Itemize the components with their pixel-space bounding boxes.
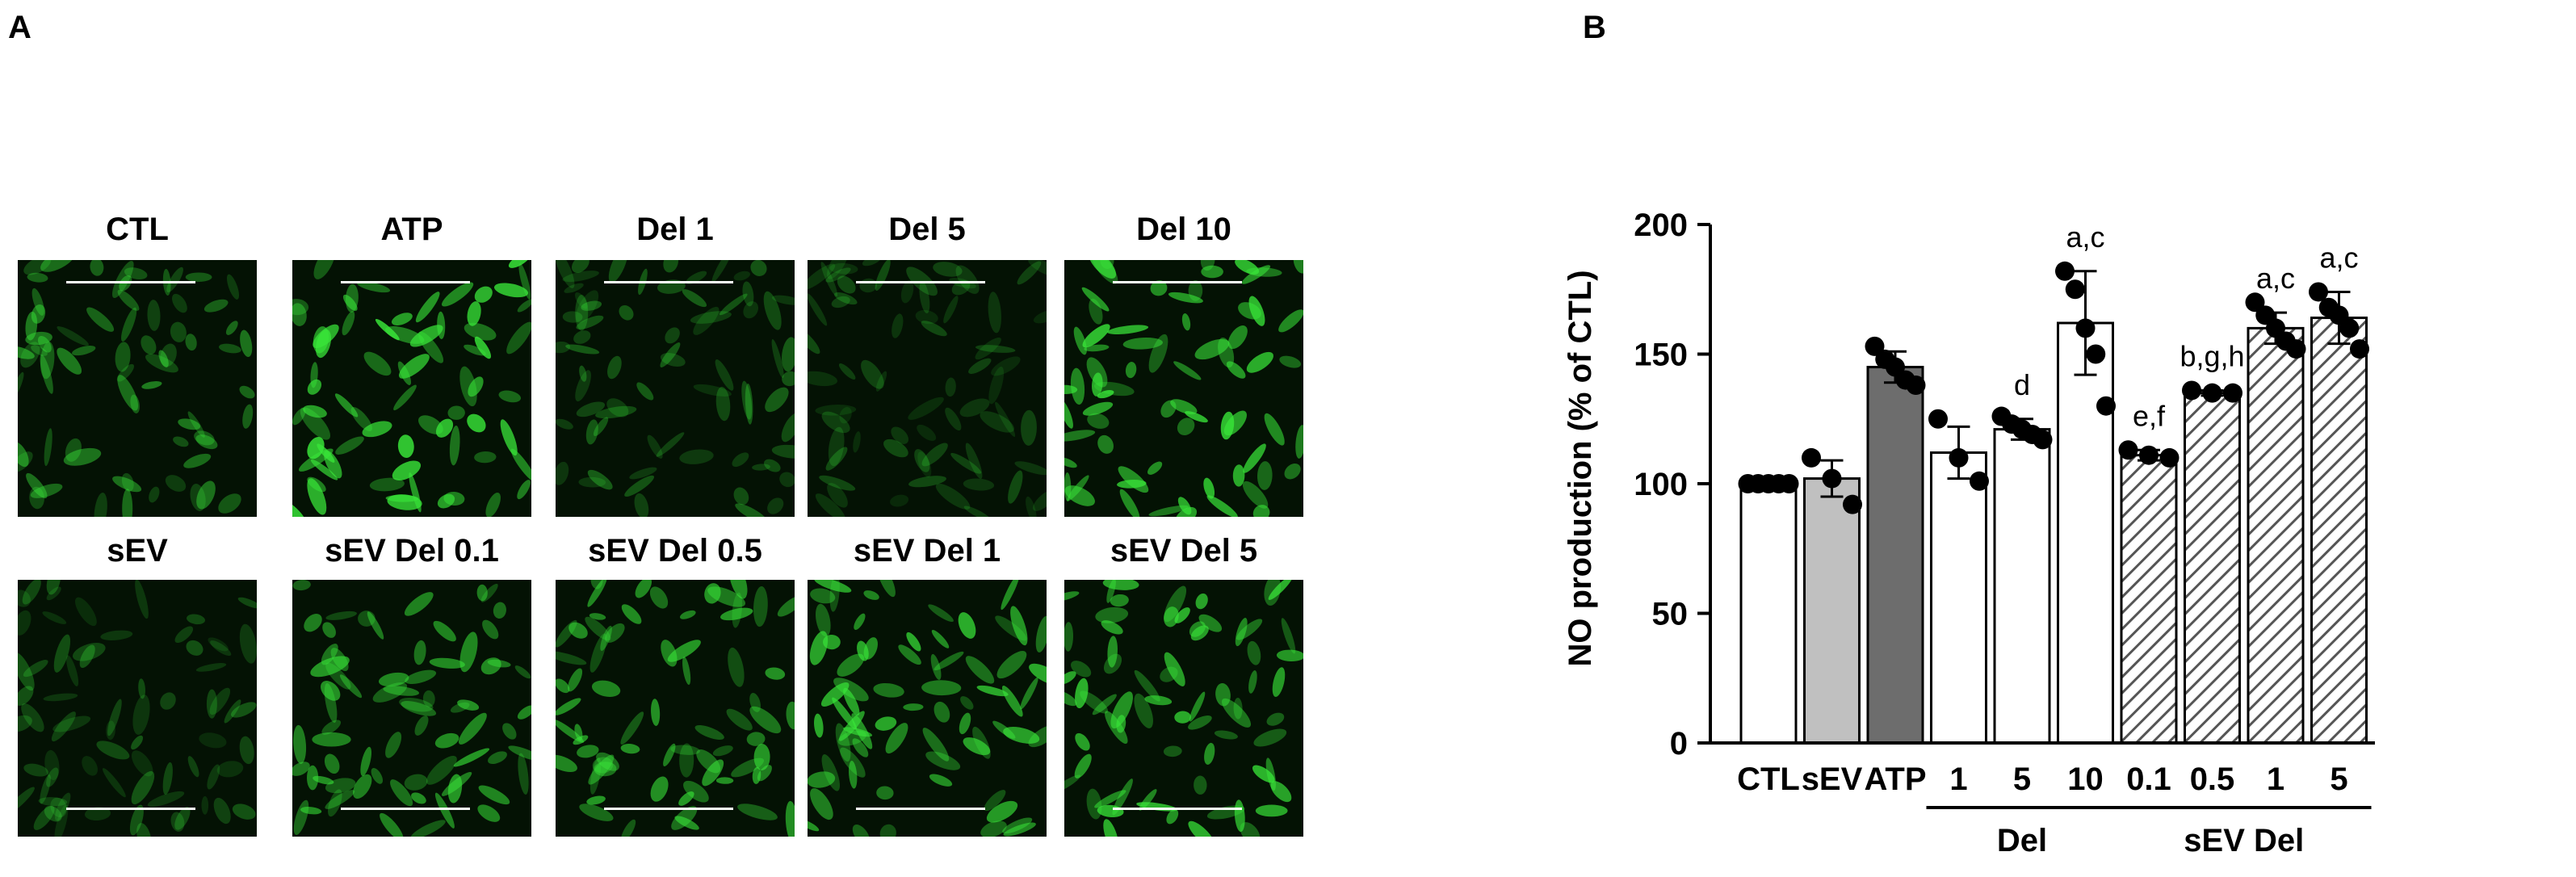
x-tick-label: 5 [2013, 762, 2031, 797]
fluorescence-micrograph [556, 580, 795, 837]
panel-label-a: A [8, 10, 31, 45]
significance-annotation: d [2014, 368, 2030, 401]
bar [2247, 326, 2305, 745]
bar [1993, 428, 2051, 745]
fluorescence-micrograph [808, 260, 1047, 517]
bar [2057, 321, 2114, 745]
y-tick-label: 100 [1634, 467, 1688, 502]
data-point [2339, 318, 2360, 338]
bar [1866, 366, 1924, 745]
data-point [2350, 339, 2369, 359]
fluorescence-micrograph [18, 260, 257, 517]
scale-bar [604, 281, 733, 283]
data-point [2139, 445, 2159, 465]
no-production-bar-chart: NO production (% of CTL) 0 50 100 150 200 CTL… [1563, 208, 2375, 858]
significance-annotation: a,c [2256, 262, 2295, 295]
scale-bar [1113, 808, 1242, 810]
data-point [1802, 447, 1821, 468]
bar [2120, 454, 2178, 745]
micrograph-label: sEV Del 0.5 [588, 533, 762, 569]
scale-bar [66, 808, 195, 810]
bar [1739, 482, 1798, 745]
scale-bar [66, 281, 195, 283]
y-tick-label: 50 [1652, 597, 1689, 632]
x-tick-label: 10 [2067, 762, 2104, 797]
data-point [1949, 447, 1969, 468]
x-tick-label: ATP [1864, 762, 1926, 797]
data-point [1822, 468, 1842, 489]
fluorescence-micrograph [292, 260, 531, 517]
x-tick-label: 1 [2267, 762, 2284, 797]
x-tick-label: 0.1 [2126, 762, 2171, 797]
micrograph-label: Del 10 [1136, 212, 1231, 247]
data-point [1906, 376, 1926, 396]
y-axis-label: NO production (% of CTL) [1563, 270, 1598, 666]
x-tick-label: sEV [1802, 762, 1863, 797]
bar [1930, 451, 1987, 745]
data-point [2033, 430, 2053, 450]
fluorescence-micrograph [556, 260, 795, 517]
micrograph-label: Del 5 [888, 212, 966, 247]
data-point [1928, 409, 1948, 429]
x-tick-label: 1 [1949, 762, 1967, 797]
fluorescence-micrograph [292, 580, 531, 837]
bar [2184, 392, 2241, 745]
scale-bar [341, 281, 470, 283]
data-point [1843, 494, 1862, 514]
scale-bar [1113, 281, 1242, 283]
scale-bar [341, 808, 470, 810]
micrograph-label: ATP [380, 212, 443, 247]
group-label: sEV Del [2184, 823, 2304, 858]
y-tick-label: 0 [1670, 726, 1688, 762]
data-point [2075, 318, 2096, 338]
data-point [2055, 261, 2075, 281]
significance-annotation: b,g,h [2180, 339, 2244, 372]
data-point [2202, 383, 2222, 403]
micrograph-label: sEV Del 5 [1110, 533, 1258, 569]
x-tick-label: CTL [1737, 762, 1800, 797]
micrograph-label: sEV Del 1 [853, 533, 1001, 569]
group-label: Del [1997, 823, 2047, 858]
scale-bar [856, 281, 985, 283]
fluorescence-micrograph [1064, 580, 1303, 837]
data-point [1970, 471, 1989, 491]
data-point [2266, 318, 2285, 338]
micrograph-label: sEV Del 0.1 [325, 533, 499, 569]
panel-label-b: B [1583, 10, 1606, 45]
data-point [2182, 380, 2201, 401]
scale-bar [604, 808, 733, 810]
data-point [2223, 383, 2242, 403]
data-point [2255, 305, 2276, 325]
x-tick-label: 0.5 [2190, 762, 2235, 797]
micrograph-label: Del 1 [636, 212, 714, 247]
fluorescence-micrograph [1064, 260, 1303, 517]
data-point [1865, 336, 1885, 356]
micrograph-label: CTL [106, 212, 169, 247]
scale-bar [856, 808, 985, 810]
data-point [2309, 282, 2328, 302]
significance-annotation: a,c [2066, 220, 2104, 254]
fluorescence-micrograph [18, 580, 257, 837]
data-point [2286, 339, 2306, 359]
data-point [1886, 357, 1905, 377]
significance-annotation: e,f [2133, 399, 2166, 432]
fluorescence-micrograph [808, 580, 1047, 837]
data-point [2065, 279, 2085, 300]
x-tick-label: 5 [2330, 762, 2347, 797]
data-point [2245, 292, 2265, 313]
data-point [2159, 447, 2180, 468]
significance-annotation: a,c [2319, 241, 2358, 274]
bar [1803, 477, 1861, 745]
data-point [2118, 440, 2138, 460]
y-tick-label: 200 [1634, 208, 1688, 243]
y-tick-label: 150 [1634, 338, 1688, 373]
micrograph-label: sEV [107, 533, 168, 569]
data-point [1779, 474, 1799, 493]
data-point [2086, 344, 2106, 364]
data-point [2096, 396, 2116, 416]
bar [2310, 317, 2368, 745]
data-point [2329, 305, 2349, 325]
